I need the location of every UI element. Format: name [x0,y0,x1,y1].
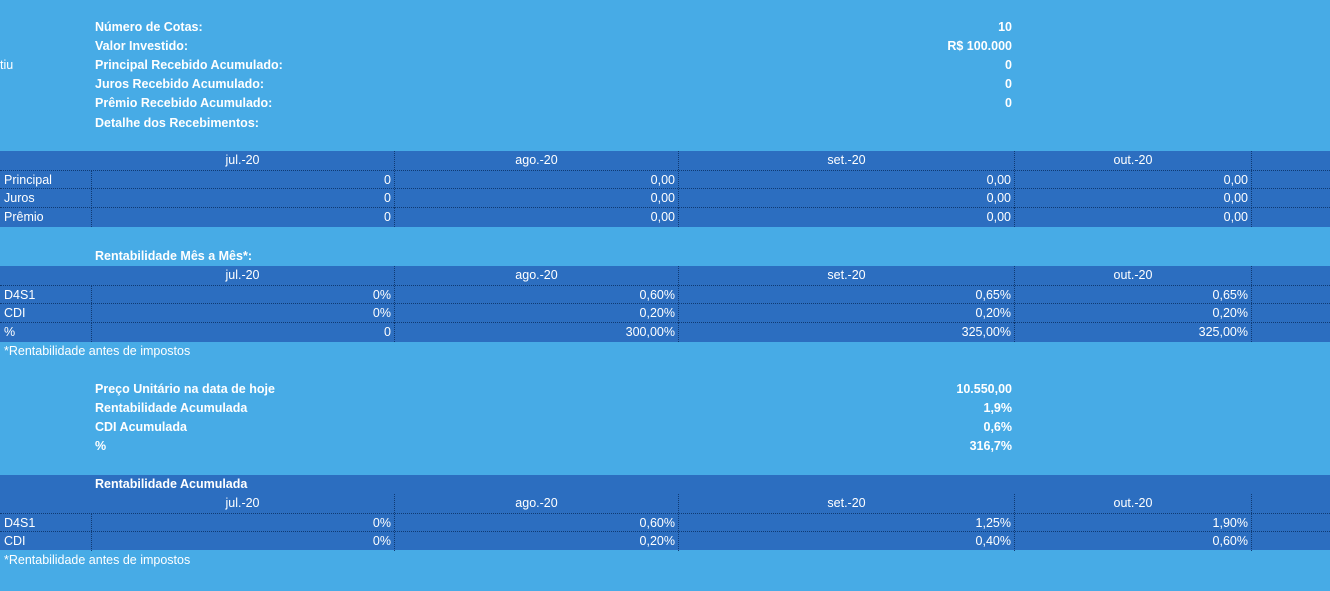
row-label[interactable]: % [4,325,16,339]
table-cell[interactable]: 0 [91,189,395,208]
table-cell[interactable]: 0,00 [679,171,1015,190]
table-cell[interactable]: 0,00 [395,208,679,227]
table-row: Principal 0 0,00 0,00 0,00 [0,170,1330,190]
month-header[interactable]: set.-20 [679,494,1015,513]
table-cell[interactable]: 0,00 [1015,171,1252,190]
table-cell[interactable]: 0,00 [679,189,1015,208]
table-cell[interactable]: 0,60% [395,286,679,305]
table-row: D4S1 0% 0,60% 1,25% 1,90% [0,513,1330,533]
valor-investido-value[interactable]: R$ 100.000 [947,39,1012,53]
month-header[interactable]: ago.-20 [395,151,679,170]
juros-acumulado-value[interactable]: 0 [1005,77,1012,91]
table-header-row: jul.-20 ago.-20 set.-20 out.-20 [0,494,1330,513]
premio-acumulado-value[interactable]: 0 [1005,96,1012,110]
table-cell[interactable]: 0 [91,208,395,227]
table-cell[interactable]: 325,00% [1015,323,1252,342]
table-cell[interactable]: 300,00% [395,323,679,342]
table-cell[interactable]: 0,60% [1015,532,1252,551]
row-label[interactable]: CDI [4,306,26,320]
month-header[interactable]: jul.-20 [91,266,395,285]
table-cell[interactable]: 0,20% [395,304,679,323]
table-row: CDI 0% 0,20% 0,40% 0,60% [0,532,1330,551]
month-header[interactable]: jul.-20 [91,494,395,513]
table-row: Juros 0 0,00 0,00 0,00 [0,189,1330,208]
table-cell[interactable]: 0% [91,304,395,323]
cotas-value[interactable]: 10 [998,20,1012,34]
row-label[interactable]: D4S1 [4,288,36,302]
table-cell[interactable]: 0% [91,532,395,551]
table-row: Prêmio 0 0,00 0,00 0,00 [0,208,1330,227]
percent-label: % [95,439,107,453]
juros-acumulado-label: Juros Recebido Acumulado: [95,77,265,91]
receipts-table: jul.-20 ago.-20 set.-20 out.-20 Principa… [0,151,1330,227]
table-row: % 0 300,00% 325,00% 325,00% [0,323,1330,342]
detalhe-recebimentos-label: Detalhe dos Recebimentos: [95,116,259,130]
cotas-label: Número de Cotas: [95,20,203,34]
month-header[interactable]: set.-20 [679,266,1015,285]
table-cell[interactable]: 0,00 [395,189,679,208]
table-header-row: jul.-20 ago.-20 set.-20 out.-20 [0,266,1330,285]
row-label[interactable]: Juros [4,191,35,205]
preco-unitario-value[interactable]: 10.550,00 [956,382,1012,396]
principal-acumulado-label: Principal Recebido Acumulado: [95,58,283,72]
row-label[interactable]: Principal [4,173,52,187]
table-cell[interactable]: 0,65% [1015,286,1252,305]
table-row: CDI 0% 0,20% 0,20% 0,20% [0,304,1330,323]
table-cell[interactable]: 0,20% [1015,304,1252,323]
percent-value[interactable]: 316,7% [969,439,1012,453]
row-label[interactable]: Prêmio [4,210,44,224]
table-cell[interactable]: 0,20% [395,532,679,551]
row-label[interactable]: D4S1 [4,516,36,530]
table-cell[interactable]: 0,00 [679,208,1015,227]
month-header[interactable]: ago.-20 [395,266,679,285]
accumulated-table: Rentabilidade Acumulada jul.-20 ago.-20 … [0,475,1330,551]
month-header[interactable]: jul.-20 [91,151,395,170]
premio-acumulado-label: Prêmio Recebido Acumulado: [95,96,273,110]
table-cell[interactable]: 0% [91,286,395,305]
table-cell[interactable]: 0% [91,514,395,533]
accumulated-title: Rentabilidade Acumulada [95,477,248,491]
table-cell[interactable]: 325,00% [679,323,1015,342]
table-cell[interactable]: 0,60% [395,514,679,533]
monthly-table: jul.-20 ago.-20 set.-20 out.-20 D4S1 0% … [0,266,1330,342]
table-cell[interactable]: 0 [91,171,395,190]
month-header[interactable]: ago.-20 [395,494,679,513]
principal-acumulado-value[interactable]: 0 [1005,58,1012,72]
row-label[interactable]: CDI [4,534,26,548]
table-cell[interactable]: 0,40% [679,532,1015,551]
table-cell[interactable]: 1,25% [679,514,1015,533]
table-cell[interactable]: 0,00 [1015,208,1252,227]
month-header[interactable]: out.-20 [1015,151,1252,170]
table-cell[interactable]: 0,00 [1015,189,1252,208]
table-row: D4S1 0% 0,60% 0,65% 0,65% [0,285,1330,305]
valor-investido-label: Valor Investido: [95,39,189,53]
cdi-acumulada-label: CDI Acumulada [95,420,187,434]
month-header[interactable]: out.-20 [1015,266,1252,285]
table-cell[interactable]: 1,90% [1015,514,1252,533]
rentabilidade-acumulada-label: Rentabilidade Acumulada [95,401,248,415]
rentabilidade-acumulada-value[interactable]: 1,9% [983,401,1013,415]
clipped-left-text: tiu [0,58,14,72]
month-header[interactable]: out.-20 [1015,494,1252,513]
monthly-title: Rentabilidade Mês a Mês*: [95,249,252,263]
accumulated-footnote: *Rentabilidade antes de impostos [4,553,191,567]
month-header[interactable]: set.-20 [679,151,1015,170]
table-cell[interactable]: 0,20% [679,304,1015,323]
cdi-acumulada-value[interactable]: 0,6% [983,420,1013,434]
table-cell[interactable]: 0,00 [395,171,679,190]
preco-unitario-label: Preço Unitário na data de hoje [95,382,275,396]
table-cell[interactable]: 0,65% [679,286,1015,305]
table-header-row: jul.-20 ago.-20 set.-20 out.-20 [0,151,1330,170]
table-cell[interactable]: 0 [91,323,395,342]
monthly-footnote: *Rentabilidade antes de impostos [4,344,191,358]
